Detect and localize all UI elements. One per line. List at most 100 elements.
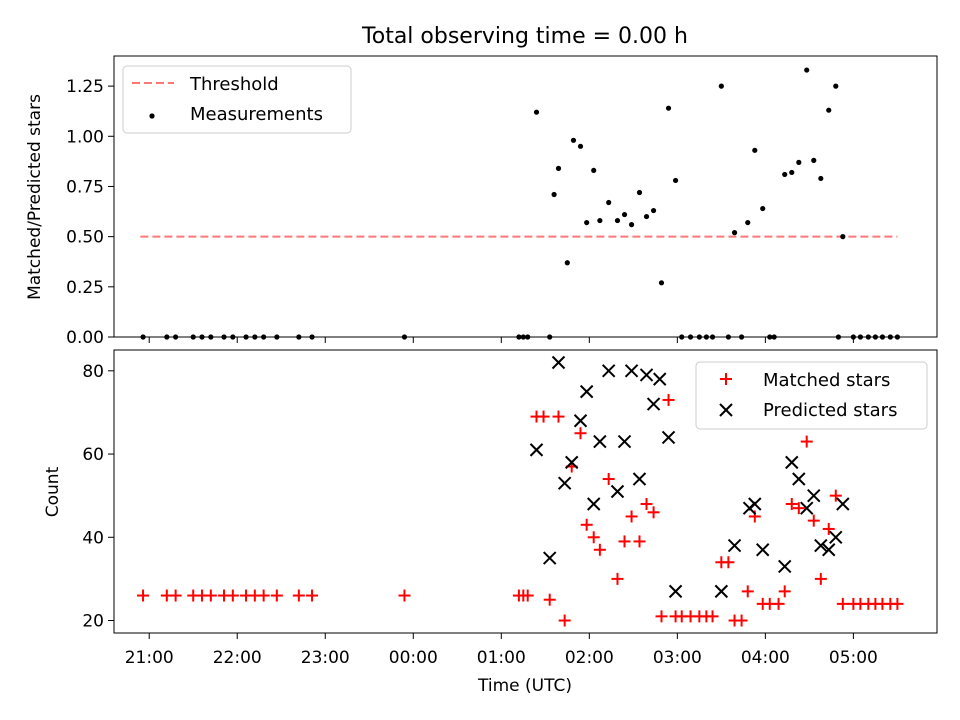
- measurement-point: [643, 213, 650, 220]
- measurement-point: [564, 260, 570, 266]
- matched-star-point: [521, 589, 534, 602]
- measurement-point: [658, 280, 665, 286]
- measurement-point: [570, 137, 577, 143]
- measurement-point: [718, 83, 724, 89]
- matched-star-point: [792, 502, 805, 515]
- measurement-point: [555, 165, 562, 171]
- measurement-point: [261, 334, 267, 340]
- measurement-point: [833, 83, 839, 89]
- predicted-legend-swatch: [719, 403, 733, 417]
- matched-star-point: [543, 593, 556, 606]
- chart-title: Total observing time = 0.00 h: [361, 24, 688, 49]
- measurement-point: [173, 334, 179, 340]
- measurement-point: [636, 189, 643, 196]
- measurement-point: [879, 334, 886, 340]
- measurement-point: [731, 230, 738, 236]
- predicted-star-point: [836, 497, 850, 511]
- predicted-star-point: [756, 543, 770, 557]
- measurement-point: [709, 334, 716, 340]
- measurement-point: [850, 334, 856, 340]
- measurement-point: [520, 334, 526, 340]
- measurement-point: [230, 334, 236, 340]
- measurement-point: [752, 147, 758, 153]
- measurement-point: [894, 334, 900, 340]
- measurement-point: [547, 334, 553, 340]
- predicted-star-point: [714, 584, 729, 599]
- predicted-star-point: [610, 484, 625, 499]
- measurement-point: [665, 105, 672, 111]
- ratio-axes: 0.00 0.25 0.50 0.75 1.00 1.25 Matched/Predict…: [25, 55, 938, 348]
- measurements-legend-swatch: [149, 113, 155, 119]
- ratio-y-axis-label: Matched/Predicted stars: [25, 94, 45, 300]
- ratio-x-ticks: [148, 337, 854, 343]
- measurement-point: [703, 334, 709, 340]
- measurement-point: [551, 191, 557, 198]
- measurement-point: [296, 334, 302, 340]
- ratio-y-tick-label: 0.25: [66, 278, 104, 298]
- matched-star-point: [306, 589, 319, 602]
- count-x-tick-label: 22:00: [213, 648, 262, 668]
- measurement-points: [140, 67, 900, 340]
- predicted-star-point: [807, 488, 821, 503]
- matched-star-point: [822, 522, 835, 535]
- predicted-star-point: [593, 434, 607, 449]
- predicted-star-point: [778, 559, 792, 574]
- count-x-tick-label: 04:00: [741, 648, 790, 668]
- matched-star-point: [640, 497, 653, 510]
- measurement-point: [760, 205, 766, 212]
- predicted-star-point: [551, 355, 566, 370]
- predicted-star-point: [653, 372, 667, 386]
- matched-star-point: [593, 543, 606, 556]
- predicted-star-point: [565, 455, 579, 470]
- ratio-y-tick-label: 1.00: [66, 127, 104, 147]
- predicted-star-point: [639, 368, 654, 382]
- measurement-point: [818, 175, 824, 182]
- measurement-point: [597, 217, 603, 224]
- matched-legend-label: Matched stars: [763, 370, 890, 391]
- measurement-point: [789, 169, 795, 176]
- matched-star-point: [558, 614, 571, 627]
- count-x-ticks: 21:00 22:00 23:00 00:00 01:00 02:00 03:00 04:00…: [125, 633, 878, 668]
- predicted-star-point: [661, 430, 676, 445]
- matched-star-point: [204, 589, 217, 602]
- ratio-legend-box: [122, 65, 352, 134]
- predicted-star-point: [800, 501, 814, 515]
- measurement-point: [221, 334, 227, 340]
- matched-legend-swatch: [720, 373, 732, 385]
- matched-star-point: [137, 589, 150, 602]
- measurement-point: [796, 159, 802, 165]
- measurement-point: [140, 334, 146, 340]
- measurement-point: [650, 207, 657, 214]
- measurement-point: [767, 334, 773, 340]
- matched-star-point: [800, 435, 813, 448]
- x-axis-label: Time (UTC): [477, 676, 572, 696]
- matched-star-point: [270, 589, 283, 602]
- predicted-star-point: [573, 414, 588, 428]
- measurement-point: [687, 334, 694, 340]
- matched-star-point: [891, 597, 904, 610]
- count-legend-box: [695, 361, 928, 430]
- matched-star-point: [611, 572, 624, 585]
- matched-star-point: [552, 410, 565, 423]
- predicted-star-point: [727, 538, 742, 553]
- matched-star-point: [574, 427, 587, 440]
- predicted-star-point: [529, 443, 544, 457]
- measurement-point: [887, 334, 893, 340]
- matched-star-point: [735, 614, 748, 627]
- measurement-point: [835, 334, 842, 340]
- predicted-star-point: [646, 397, 661, 411]
- measurement-point: [401, 334, 408, 340]
- matched-star-point: [580, 518, 593, 531]
- measurement-point: [771, 334, 777, 340]
- measurement-point: [274, 334, 280, 340]
- measurement-point: [190, 334, 196, 340]
- ratio-y-tick-label: 0.00: [66, 328, 104, 348]
- matched-star-point: [398, 589, 411, 602]
- measurement-point: [782, 171, 788, 178]
- ratio-y-tick-label: 1.25: [66, 77, 104, 97]
- predicted-star-points: [529, 355, 850, 599]
- count-x-tick-label: 21:00: [125, 648, 174, 668]
- measurement-point: [865, 334, 871, 340]
- measurement-point: [745, 219, 751, 226]
